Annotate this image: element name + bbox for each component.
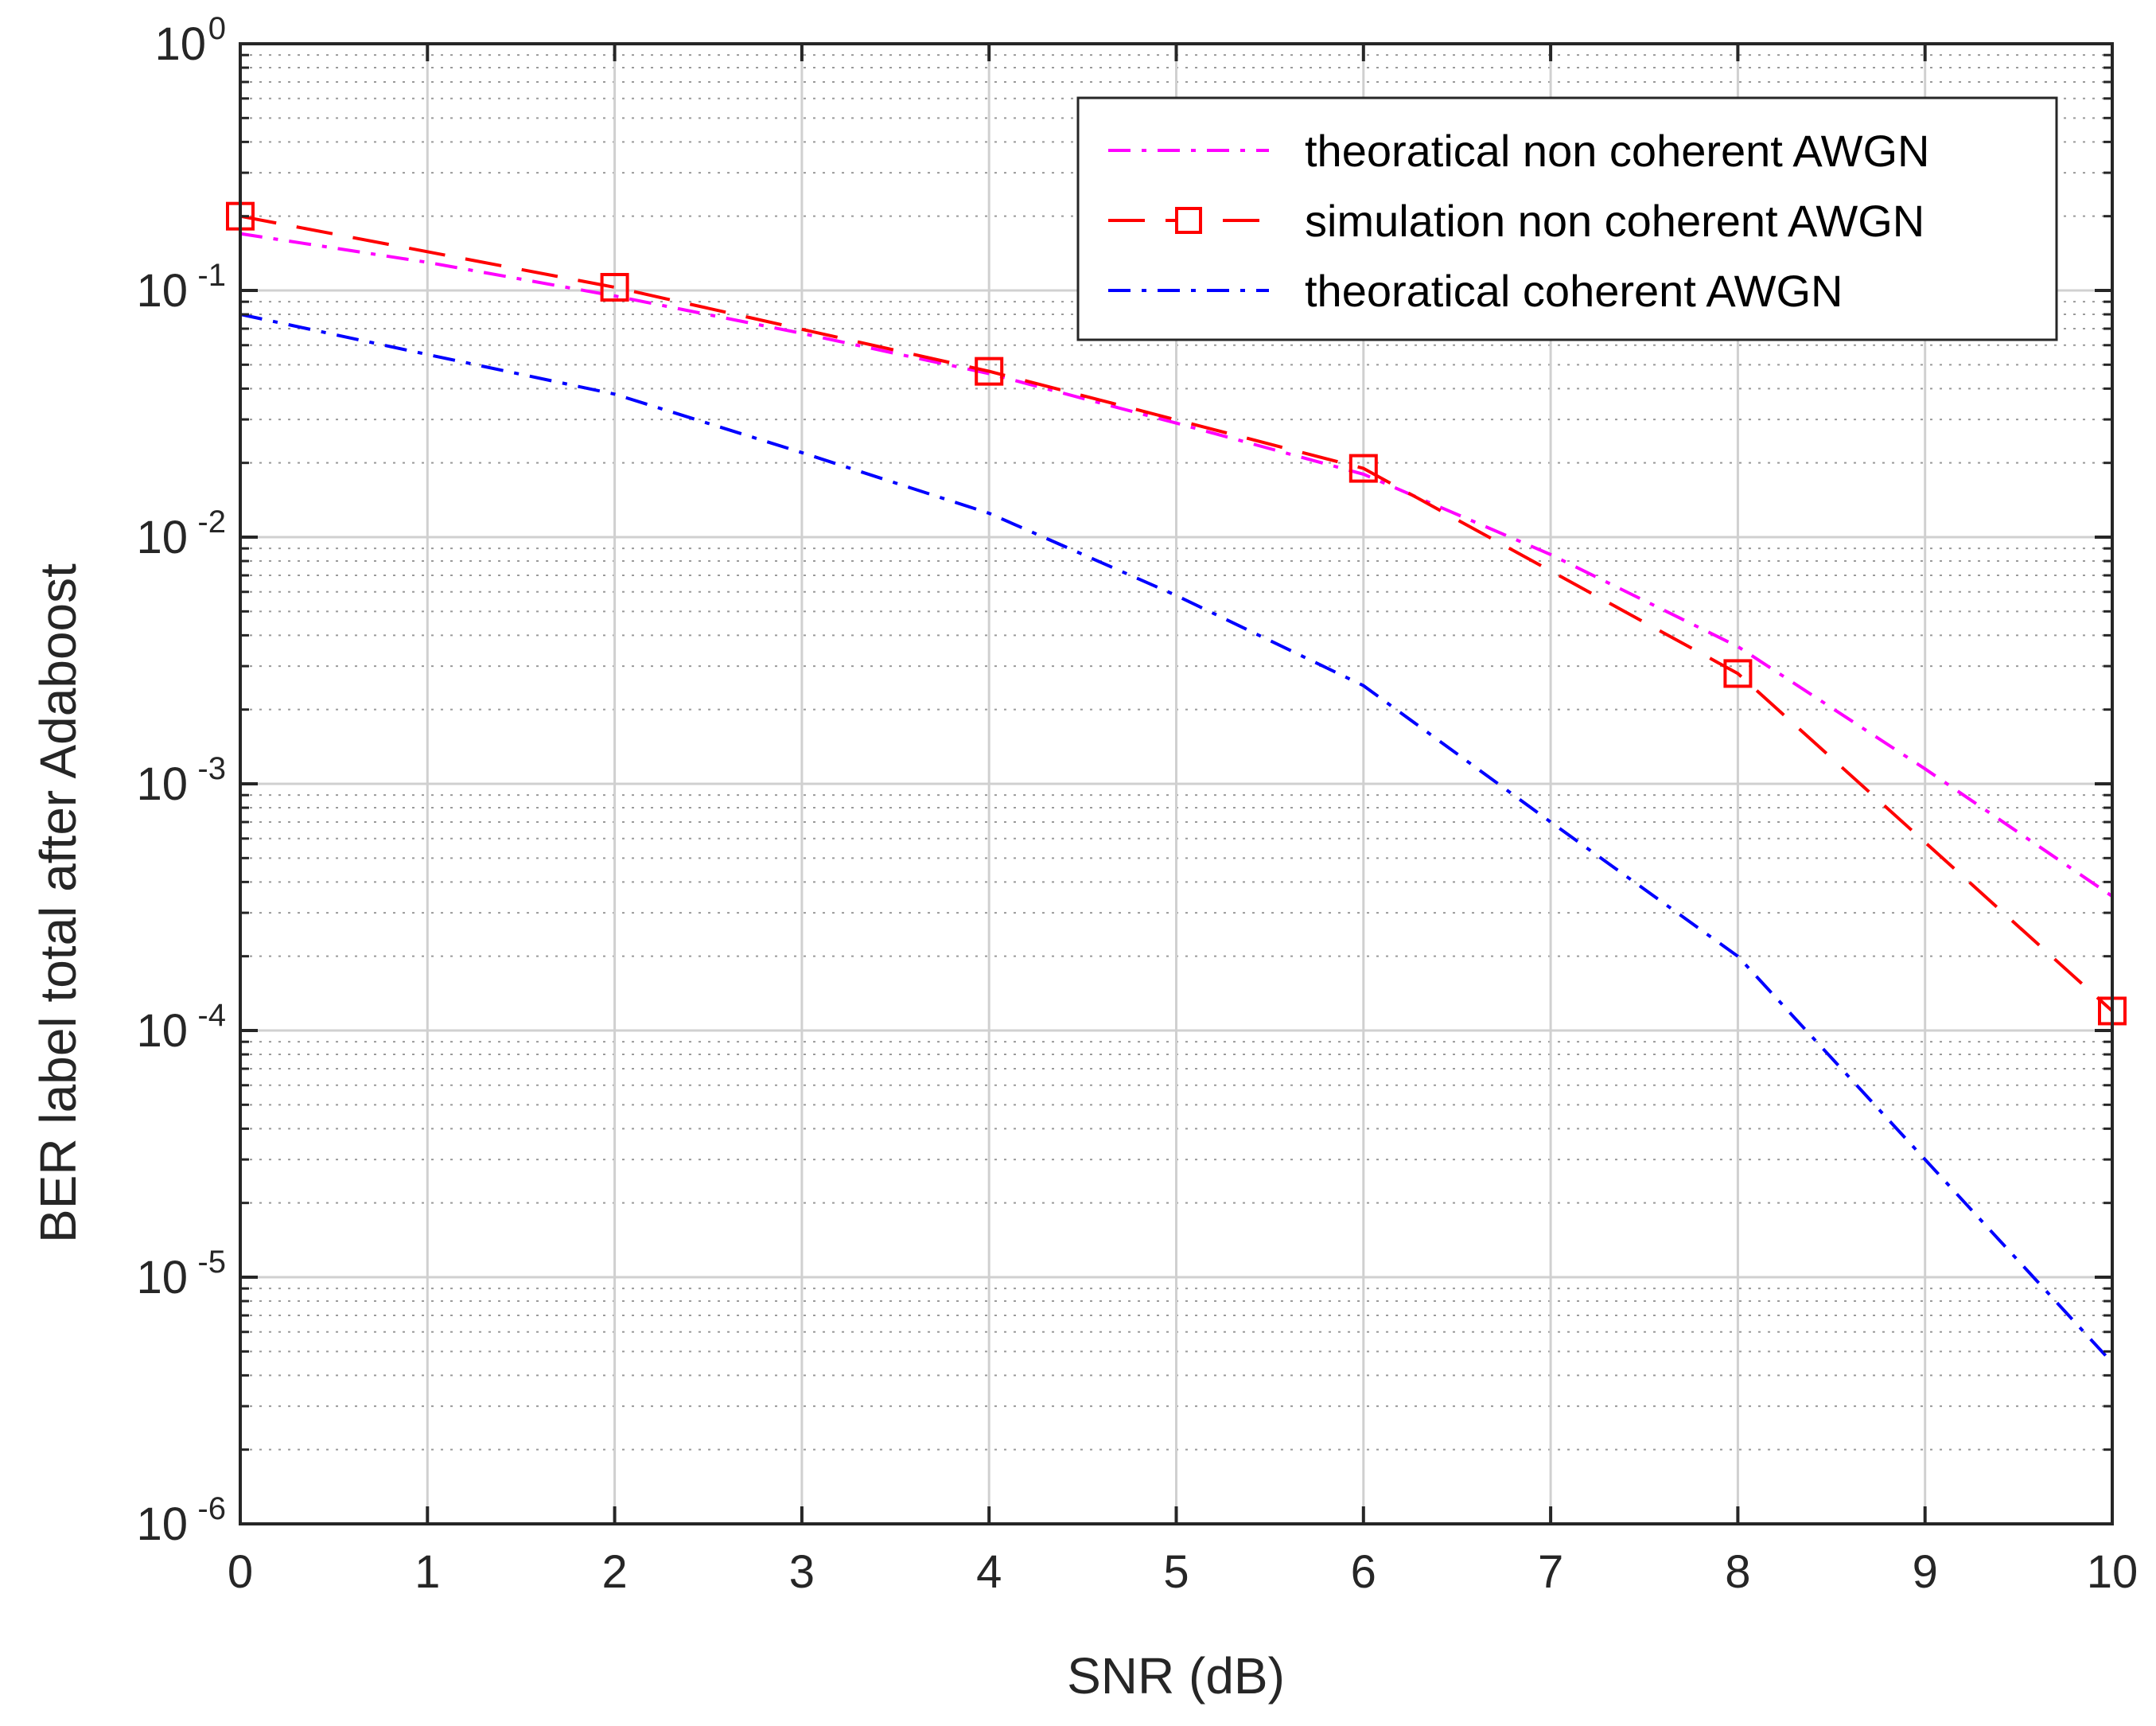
- y-tick-base: 10: [136, 1005, 188, 1057]
- legend-entry: theoratical coherent AWGN: [1108, 266, 1843, 316]
- y-tick-label: -1 10: [136, 258, 226, 317]
- x-tick-label: 6: [1351, 1546, 1376, 1598]
- legend-entry: simulation non coherent AWGN: [1108, 196, 1924, 246]
- y-tick-label: 010: [154, 11, 226, 70]
- x-tick-label: 2: [601, 1546, 627, 1598]
- y-tick-exponent: -5: [197, 1245, 226, 1280]
- series-line: [239, 214, 2114, 1012]
- y-tick-label: -5 10: [136, 1245, 226, 1303]
- series-line: [239, 232, 2114, 898]
- x-tick-label: 1: [414, 1546, 440, 1598]
- series-2: [239, 313, 2114, 1364]
- y-tick-exponent: -4: [197, 998, 226, 1033]
- series-layer: [226, 201, 2127, 1364]
- y-tick-exponent: -3: [197, 751, 226, 786]
- series-0: [239, 232, 2114, 898]
- data-point-marker: [1723, 659, 1753, 688]
- y-tick-exponent: -2: [197, 505, 226, 540]
- legend: theoratical non coherent AWGN simulation …: [1076, 96, 2058, 341]
- data-point-marker: [975, 356, 1004, 386]
- legend-label: theoratical coherent AWGN: [1305, 266, 1843, 316]
- axes: [239, 42, 2114, 1525]
- x-tick-label: 7: [1538, 1546, 1563, 1598]
- y-tick-exponent: -6: [197, 1491, 226, 1526]
- x-tick-label: 5: [1163, 1546, 1189, 1598]
- y-axis-title: BER label total after Adaboost: [29, 563, 87, 1243]
- y-tick-base: 10: [136, 265, 188, 317]
- y-tick-base: 10: [136, 758, 188, 810]
- y-tick-exponent: 0: [208, 11, 226, 46]
- legend-marker-sample: [1175, 207, 1202, 234]
- y-tick-label: -2 10: [136, 505, 226, 563]
- y-tick-exponent: -1: [197, 258, 226, 293]
- x-tick-label: 3: [789, 1546, 815, 1598]
- data-point-marker: [1348, 454, 1378, 483]
- y-tick-label: -4 10: [136, 998, 226, 1057]
- y-tick-label: -6 10: [136, 1491, 226, 1550]
- x-tick-label: 8: [1725, 1546, 1750, 1598]
- x-tick-label: 10: [2087, 1546, 2138, 1598]
- y-tick-base: 10: [136, 1498, 188, 1550]
- y-tick-base: 10: [136, 512, 188, 563]
- x-tick-label: 9: [1913, 1546, 1938, 1598]
- data-point-marker: [600, 273, 629, 302]
- legend-entry: theoratical non coherent AWGN: [1108, 126, 1929, 176]
- y-tick-label: -3 10: [136, 751, 226, 810]
- legend-label: theoratical non coherent AWGN: [1305, 126, 1929, 176]
- legend-label: simulation non coherent AWGN: [1305, 196, 1924, 246]
- series-1: [226, 201, 2127, 1026]
- y-tick-base: 10: [154, 18, 206, 70]
- x-tick-label: 4: [976, 1546, 1002, 1598]
- x-tick-label: 0: [228, 1546, 253, 1598]
- series-line: [239, 313, 2114, 1364]
- x-axis-title: SNR (dB): [1067, 1647, 1285, 1705]
- y-tick-base: 10: [136, 1252, 188, 1303]
